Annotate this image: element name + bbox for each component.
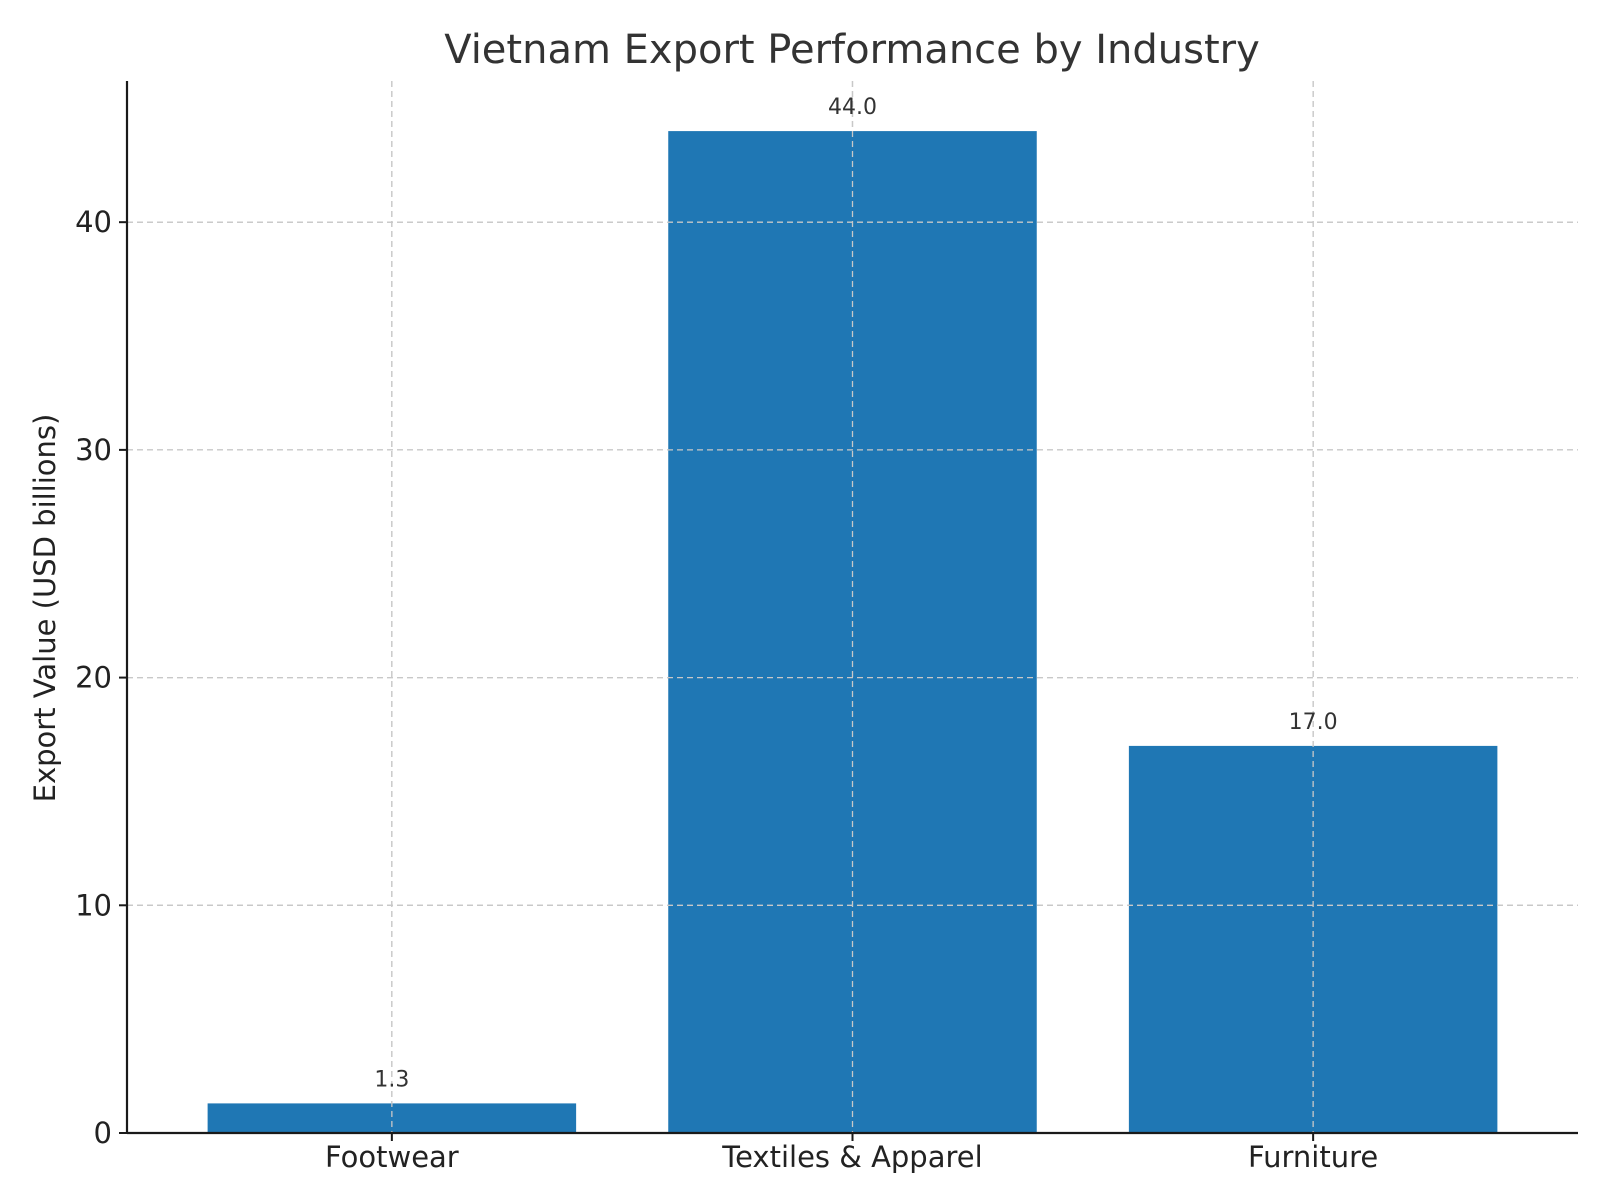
labels-layer: 0 10 20 30 40 Footwear Textiles & Apparel Furni…: [75, 95, 1378, 1174]
bar-value-label: 17.0: [1289, 710, 1338, 735]
bar-value-label: 44.0: [828, 95, 877, 120]
y-tick-label: 20: [75, 661, 112, 695]
x-tick-label: Furniture: [1248, 1140, 1378, 1174]
y-tick-label: 40: [75, 205, 112, 239]
bar-value-label: 1.3: [374, 1067, 409, 1092]
y-tick-label: 10: [75, 888, 112, 922]
bars-layer: [127, 81, 1578, 1134]
bar-3: [1128, 745, 1498, 1133]
y-axis-label: Export Value (USD billions): [28, 414, 62, 803]
chart-title: Vietnam Export Performance by Industry: [444, 27, 1260, 73]
x-tick-label: Footwear: [325, 1140, 459, 1174]
y-tick-label: 30: [75, 433, 112, 467]
y-tick-label: 0: [94, 1116, 112, 1150]
bar-1: [207, 1103, 577, 1133]
axes-layer: [119, 81, 1578, 1141]
x-tick-label: Textiles & Apparel: [721, 1140, 982, 1174]
